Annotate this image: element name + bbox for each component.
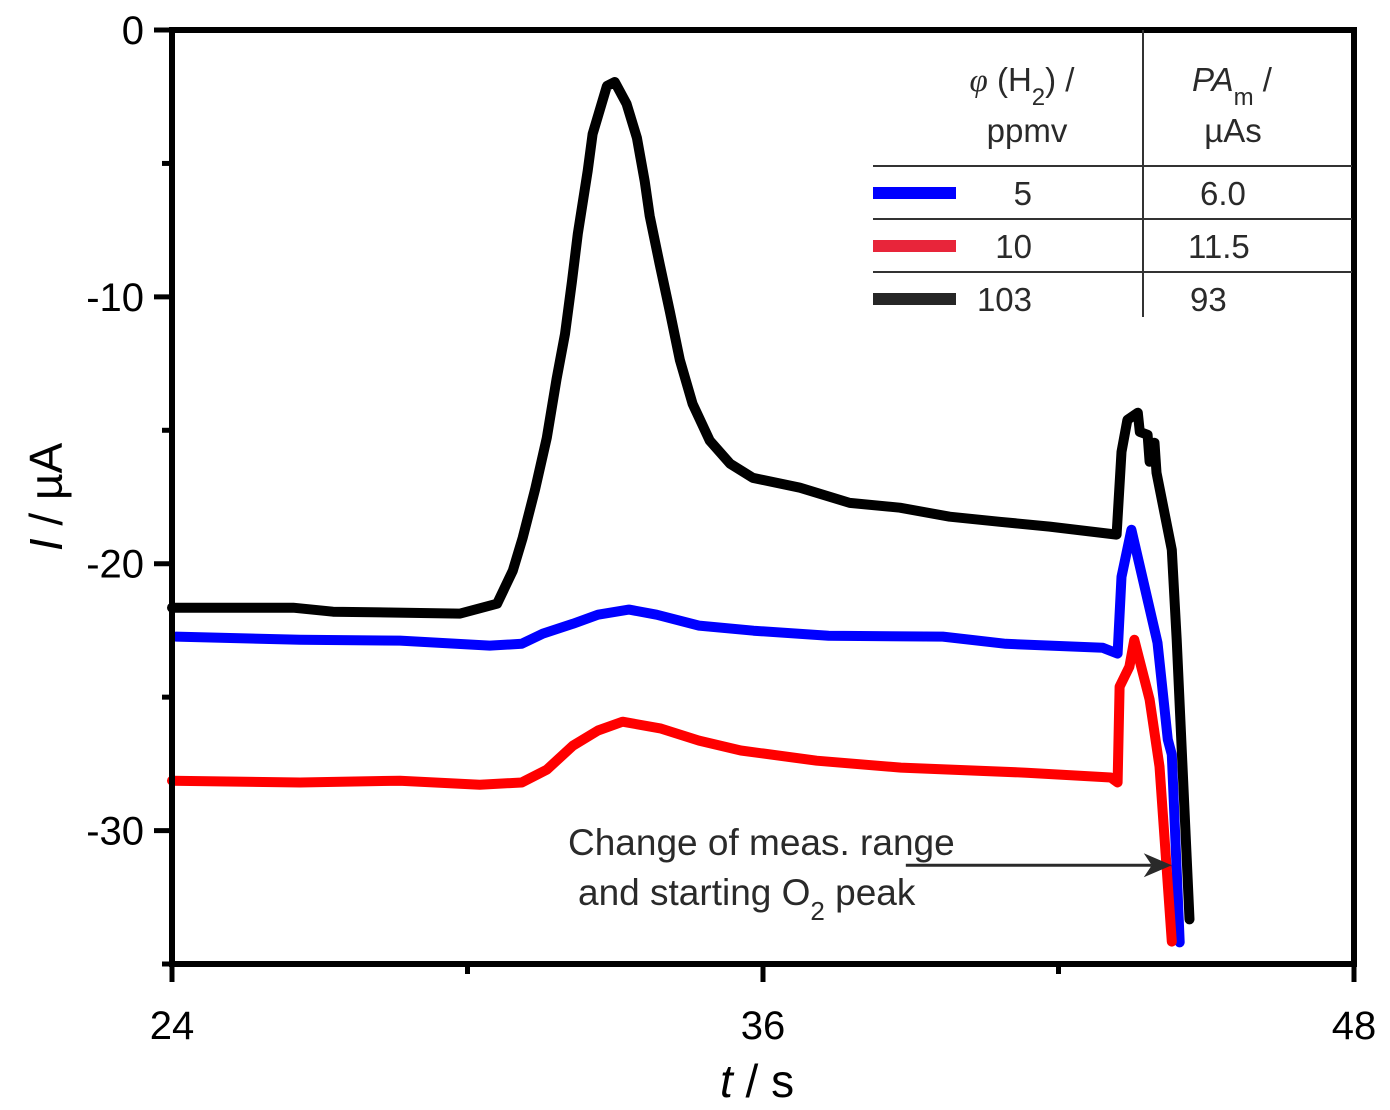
legend-header-concentration-unit: ppmv: [987, 112, 1068, 149]
x-axis-sep: /: [733, 1055, 771, 1107]
annotation-line-1: Change of meas. range: [568, 822, 955, 863]
legend-header-peak-area-unit: µAs: [1204, 112, 1262, 149]
annotation-arrow: [905, 853, 1172, 878]
x-tick-label: 24: [150, 1004, 195, 1048]
legend-row: 10 11.5: [873, 228, 1250, 265]
y-tick-label: -20: [86, 543, 144, 587]
legend-row: 5 6.0: [873, 175, 1246, 212]
series-line-3: [167, 77, 1195, 925]
y-axis-sep: /: [20, 500, 72, 538]
annotation-line-2: and starting O2 peak: [578, 872, 916, 926]
legend-peak-area: 93: [1190, 281, 1227, 318]
legend-concentration: 103: [977, 281, 1032, 318]
legend-row: 103 93: [873, 281, 1227, 318]
y-tick-label: -10: [86, 276, 144, 320]
y-tick-label: -30: [86, 810, 144, 854]
legend-concentration: 5: [1014, 175, 1032, 212]
legend-peak-area: 11.5: [1188, 228, 1250, 265]
legend-header-concentration: φ (H2) /: [970, 61, 1076, 111]
x-axis-unit: s: [771, 1055, 794, 1107]
annotation: Change of meas. range and starting O2 pe…: [568, 822, 1172, 926]
x-tick-label: 36: [741, 1004, 786, 1048]
y-axis-var: I: [20, 538, 72, 551]
series-layer: [167, 77, 1195, 948]
series-line-2: [167, 634, 1177, 947]
y-axis-unit: µA: [20, 443, 72, 501]
x-tick-label: 48: [1332, 1004, 1377, 1048]
x-axis-title: t / s: [720, 1055, 794, 1107]
legend-header-peak-area: PAm /: [1192, 61, 1273, 111]
ticks-layer: 24 36 48 0 -10 -20 -30: [86, 9, 1376, 1048]
legend-peak-area: 6.0: [1200, 175, 1246, 212]
series-line-1: [170, 524, 1185, 948]
y-tick-label: 0: [122, 9, 144, 53]
x-axis-var: t: [720, 1055, 735, 1107]
y-axis-title: I / µA: [20, 443, 72, 552]
annotation-arrow-head: [1143, 853, 1172, 878]
legend-concentration: 10: [995, 228, 1032, 265]
